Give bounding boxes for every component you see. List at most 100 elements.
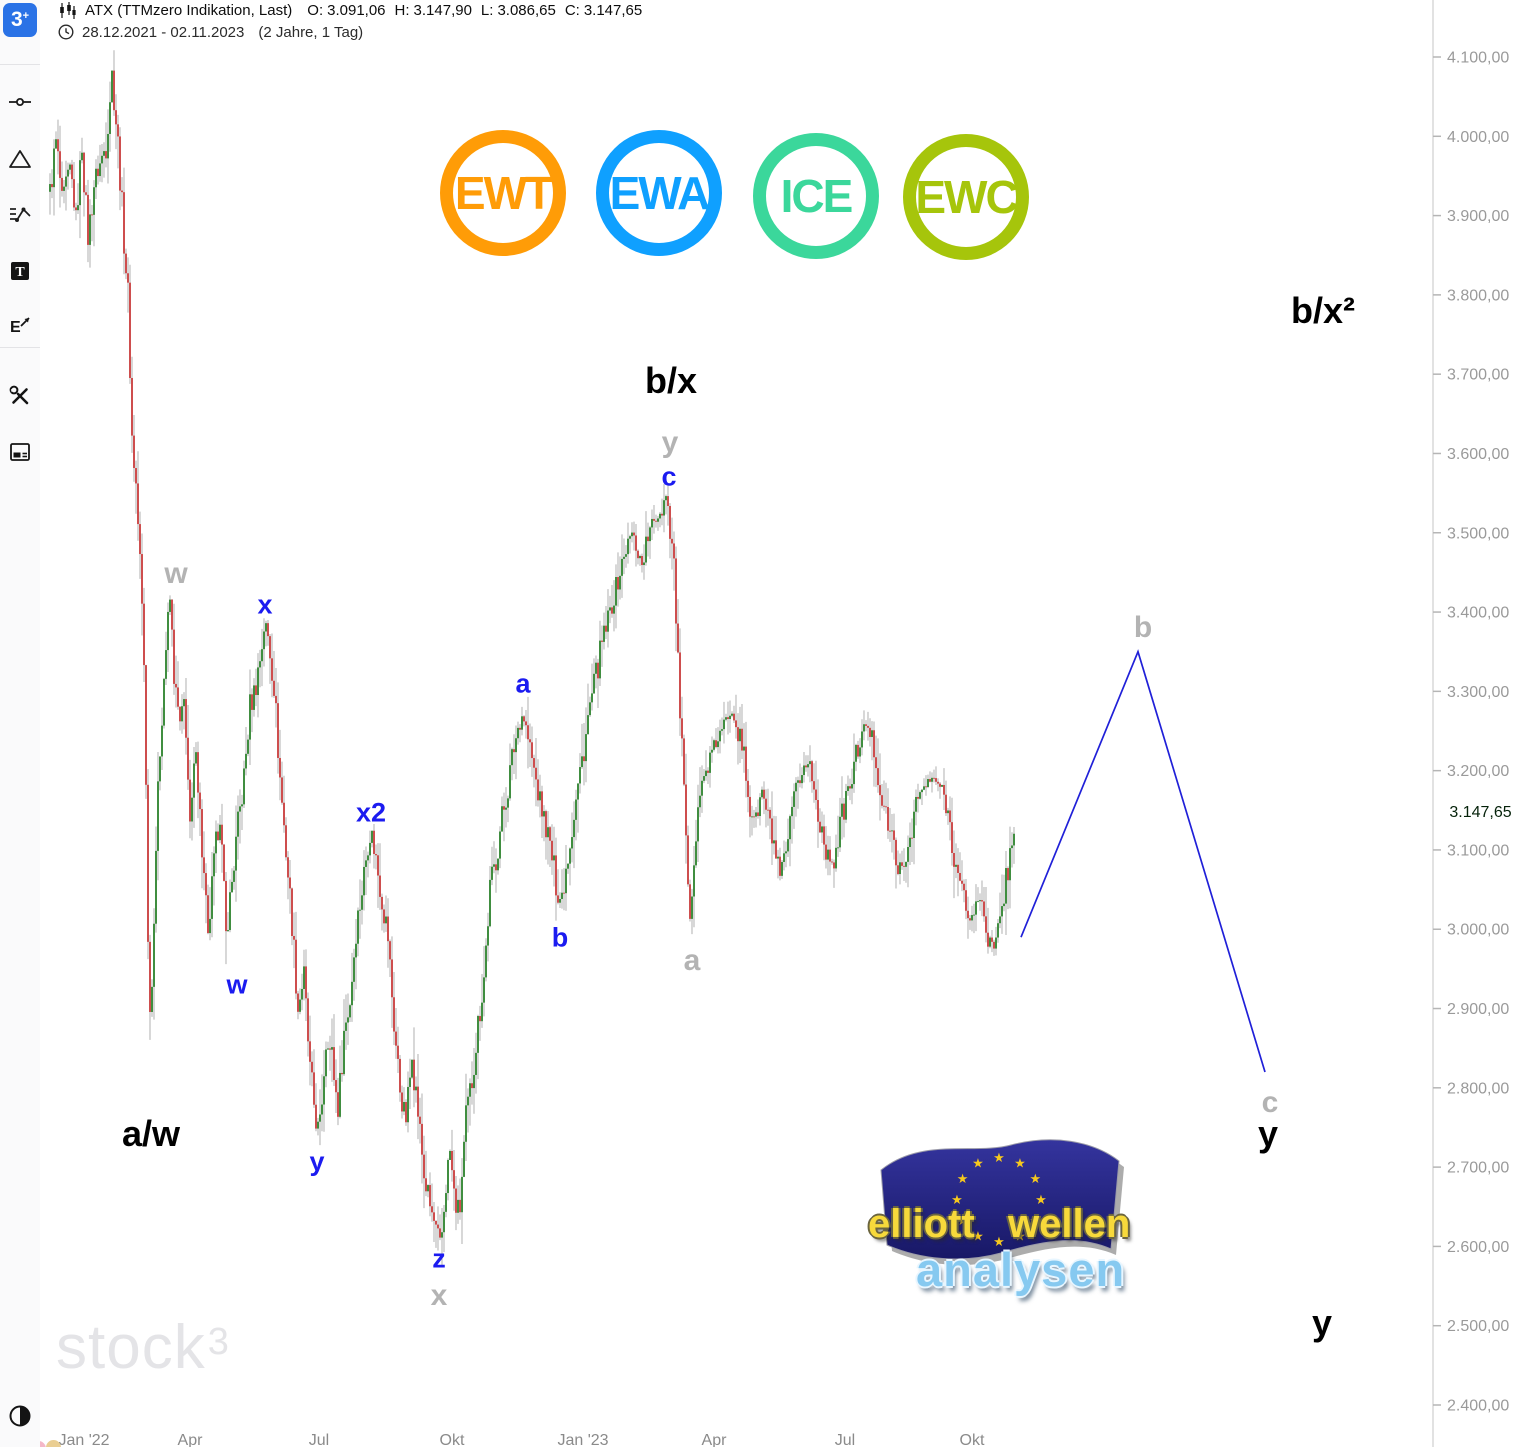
wave-label-bx[interactable]: b/x bbox=[645, 360, 697, 401]
flag-star: ★ bbox=[1014, 1229, 1026, 1244]
wave-label-y[interactable]: y bbox=[1312, 1302, 1332, 1343]
svg-text:E: E bbox=[10, 319, 21, 336]
price-tick-label: 3.300,00 bbox=[1447, 684, 1509, 701]
elliott-wave-icon: E bbox=[10, 317, 30, 336]
ohlc-row: ATX (TTMzero Indikation, Last) O: 3.091,0… bbox=[58, 0, 642, 20]
toolbar-sidebar: 3 + T bbox=[0, 0, 40, 1447]
flag-star: ★ bbox=[972, 1157, 984, 1172]
wave-label-aw[interactable]: a/w bbox=[122, 1113, 181, 1154]
time-tick-label: Jan '22 bbox=[58, 1432, 109, 1447]
price-tick-label: 2.400,00 bbox=[1447, 1397, 1509, 1414]
price-tick-label: 3.800,00 bbox=[1447, 287, 1509, 304]
time-axis[interactable]: Jan '22 Apr Jul Okt Jan '23 Apr Jul Okt bbox=[58, 1432, 985, 1447]
time-tick-label: Jan '23 bbox=[557, 1432, 608, 1447]
sidebar-divider bbox=[0, 347, 40, 348]
date-range: 28.12.2021 - 02.11.2023 bbox=[82, 23, 245, 41]
wave-label-y[interactable]: y bbox=[309, 1147, 324, 1177]
price-tick-label: 3.400,00 bbox=[1447, 605, 1509, 622]
trendline-icon bbox=[9, 97, 31, 106]
logo-badge-ewc: EWC bbox=[903, 134, 1029, 260]
stock3-app-logo[interactable]: 3 + bbox=[3, 3, 37, 37]
flag-star: ★ bbox=[951, 1193, 963, 1208]
sidebar-divider bbox=[0, 64, 40, 65]
time-tick-label: Apr bbox=[702, 1432, 728, 1447]
clock-icon bbox=[58, 24, 74, 40]
text-tool-icon: T bbox=[11, 262, 29, 280]
wave-label-b[interactable]: b bbox=[1134, 611, 1152, 644]
time-tick-label: Okt bbox=[960, 1432, 985, 1447]
wave-label-y[interactable]: y bbox=[1258, 1113, 1278, 1154]
flag-star: ★ bbox=[993, 1235, 1005, 1250]
last-price-badge: 3.147,65 bbox=[1449, 804, 1512, 821]
flag-star: ★ bbox=[957, 1172, 969, 1187]
triangle-pattern-tool-button[interactable] bbox=[0, 144, 40, 174]
wave-indicator-icon bbox=[10, 207, 31, 222]
flag-star: ★ bbox=[1035, 1193, 1047, 1208]
settings-tools-button[interactable] bbox=[0, 381, 40, 411]
time-tick-label: Apr bbox=[178, 1432, 204, 1447]
triangle-icon bbox=[9, 150, 31, 168]
period-label: (2 Jahre, 1 Tag) bbox=[258, 23, 364, 41]
price-tick-label: 2.700,00 bbox=[1447, 1160, 1509, 1177]
price-axis[interactable]: 4.100,00 4.000,00 3.900,00 3.800,00 3.700,00… bbox=[1432, 0, 1509, 1447]
time-tick-label: Jul bbox=[309, 1432, 329, 1447]
layout-icon bbox=[10, 443, 30, 461]
text-tool-button[interactable]: T bbox=[0, 256, 40, 286]
tools-icon bbox=[9, 385, 29, 405]
brand-word-elliott: elliott bbox=[868, 1202, 975, 1246]
price-tick-label: 3.900,00 bbox=[1447, 208, 1509, 225]
logo-digit: 3 bbox=[10, 8, 23, 31]
price-tick-label: 3.000,00 bbox=[1447, 922, 1509, 939]
open-value: O: 3.091,06 bbox=[307, 1, 386, 19]
eu-flag-logo: ★ ★★★★★★★★★★★ bbox=[880, 1139, 1124, 1265]
date-range-row: 28.12.2021 - 02.11.2023 (2 Jahre, 1 Tag) bbox=[58, 22, 642, 42]
theme-toggle-button[interactable] bbox=[0, 1401, 40, 1431]
price-tick-label: 2.900,00 bbox=[1447, 1001, 1509, 1018]
avatar-dot[interactable] bbox=[46, 1440, 61, 1447]
brand-word-wellen: wellen bbox=[1008, 1202, 1131, 1246]
logo-badge-ewa: EWA bbox=[596, 130, 722, 256]
wave-label-b[interactable]: b bbox=[552, 923, 569, 953]
wave-label-a[interactable]: a bbox=[515, 669, 531, 699]
wave-label-x[interactable]: x bbox=[257, 590, 272, 620]
flag-stars: ★ ★★★★★★★★★★★ bbox=[951, 1151, 1047, 1250]
wave-label-x2[interactable]: x2 bbox=[356, 798, 386, 828]
price-tick-label: 4.100,00 bbox=[1447, 50, 1509, 67]
theme-toggle-icon bbox=[9, 1405, 31, 1427]
logo-badge-ewt: EWT bbox=[440, 130, 566, 256]
flag-field bbox=[880, 1139, 1120, 1260]
price-tick-label: 2.600,00 bbox=[1447, 1239, 1509, 1256]
chart-header: ATX (TTMzero Indikation, Last) O: 3.091,0… bbox=[58, 0, 642, 42]
logo-badge-ice: ICE bbox=[753, 133, 879, 259]
price-tick-label: 3.500,00 bbox=[1447, 525, 1509, 542]
wave-label-c[interactable]: c bbox=[1262, 1086, 1279, 1119]
logo-plus: + bbox=[22, 9, 30, 22]
projection-line[interactable] bbox=[1020, 649, 1266, 1073]
price-tick-label: 2.800,00 bbox=[1447, 1080, 1509, 1097]
wave-label-a[interactable]: a bbox=[684, 944, 701, 977]
price-tick-label: 3.100,00 bbox=[1447, 842, 1509, 859]
wave-label-bx[interactable]: b/x² bbox=[1291, 290, 1355, 331]
low-value: L: 3.086,65 bbox=[480, 1, 556, 19]
trendline-tool-button[interactable] bbox=[0, 87, 40, 117]
elliott-wave-tool-button[interactable]: E bbox=[0, 311, 40, 341]
svg-text:T: T bbox=[15, 265, 25, 280]
wave-label-y[interactable]: y bbox=[662, 426, 679, 459]
flag-star: ★ bbox=[993, 1151, 1005, 1166]
brand-word-analysen: analysen bbox=[916, 1243, 1126, 1296]
candles-layer bbox=[49, 50, 1015, 1266]
wave-label-w[interactable]: w bbox=[225, 970, 248, 1000]
wave-label-c[interactable]: c bbox=[661, 462, 676, 492]
wave-indicator-tool-button[interactable] bbox=[0, 200, 40, 230]
high-value: H: 3.147,90 bbox=[394, 1, 472, 19]
wave-label-z[interactable]: z bbox=[432, 1244, 446, 1274]
layout-templates-button[interactable] bbox=[0, 437, 40, 467]
flag-star: ★ bbox=[957, 1214, 969, 1229]
wave-label-x[interactable]: x bbox=[431, 1279, 448, 1312]
close-value: C: 3.147,65 bbox=[564, 1, 643, 19]
wave-label-w[interactable]: w bbox=[163, 557, 188, 590]
price-tick-label: 3.600,00 bbox=[1447, 446, 1509, 463]
